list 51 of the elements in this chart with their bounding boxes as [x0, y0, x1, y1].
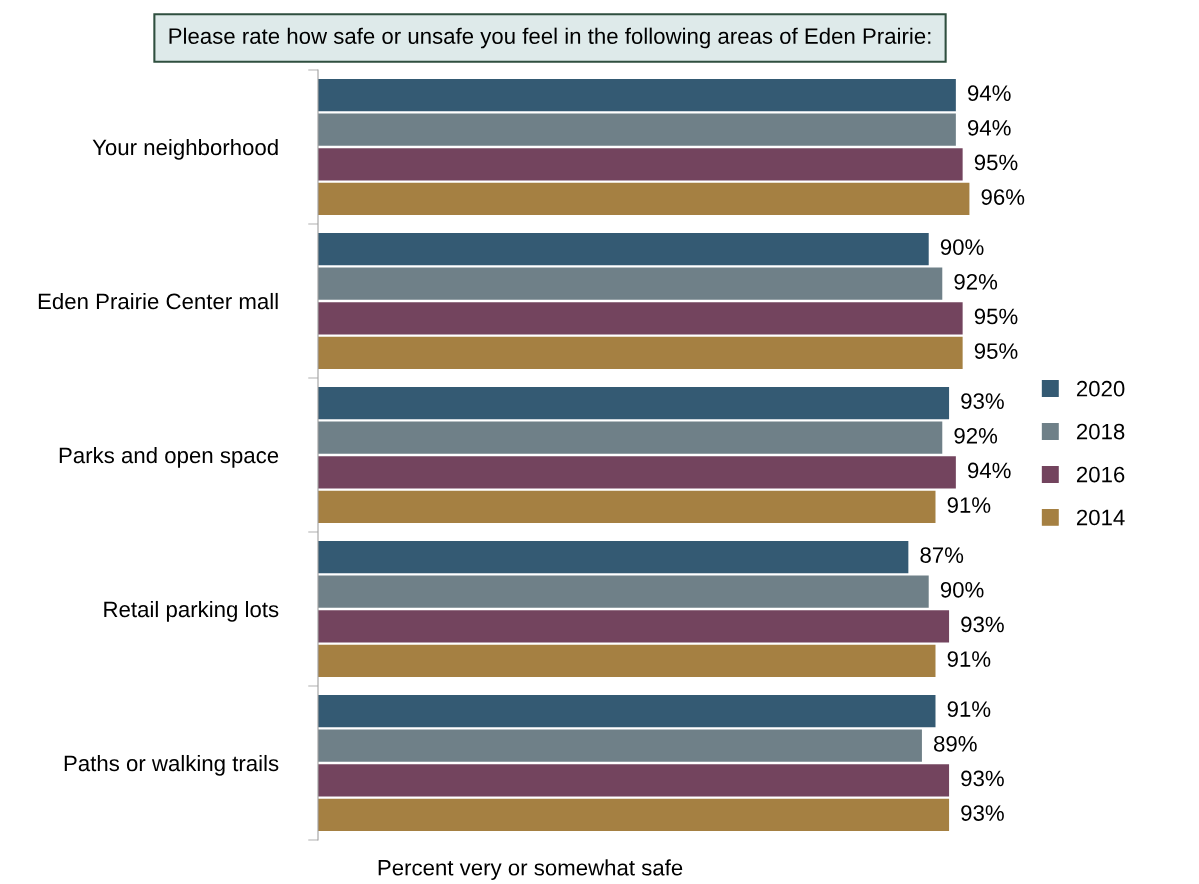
- data-label: 93%: [961, 805, 1004, 821]
- chart-title: Please rate how safe or unsafe you feel in the following areas of Eden Prairie:: [169, 27, 931, 49]
- bar: [318, 540, 909, 574]
- data-label: 92%: [954, 427, 998, 444]
- bar: [318, 232, 929, 266]
- data-label: 90%: [940, 239, 984, 255]
- bar: [318, 798, 950, 832]
- data-label: 87%: [920, 547, 964, 563]
- bar: [318, 148, 963, 181]
- x-axis-title: Percent very or somewhat safe: [378, 859, 683, 880]
- legend-label: 2016: [1076, 466, 1125, 483]
- data-label: 94%: [968, 119, 1011, 136]
- legend-label: 2014: [1076, 509, 1125, 526]
- data-label: 94%: [968, 85, 1011, 101]
- data-label: 91%: [947, 651, 991, 667]
- data-label: 91%: [947, 497, 991, 513]
- bar: [318, 610, 950, 643]
- bar: [318, 302, 963, 335]
- bar: [318, 421, 943, 454]
- legend-label: 2020: [1076, 380, 1125, 397]
- data-label: 95%: [974, 343, 1018, 359]
- data-label: 92%: [954, 273, 998, 290]
- bar: [318, 267, 943, 300]
- bar: [318, 456, 956, 489]
- bar: [318, 694, 936, 728]
- bar: [318, 764, 950, 797]
- data-label: 95%: [974, 154, 1018, 171]
- data-label: 96%: [981, 189, 1025, 205]
- bar: [318, 729, 922, 762]
- y-tick-label: Your neighborhood: [92, 138, 278, 160]
- bar: [318, 490, 936, 524]
- data-label: 93%: [961, 616, 1004, 633]
- data-label: 93%: [961, 770, 1004, 787]
- bar: [318, 386, 950, 420]
- y-tick-label: Eden Prairie Center mall: [38, 292, 278, 310]
- data-label: 89%: [934, 735, 977, 752]
- bar: [318, 182, 970, 216]
- y-tick-label: Paths or walking trails: [64, 754, 279, 776]
- bar: [318, 113, 956, 146]
- bar: [318, 644, 936, 678]
- bar: [318, 575, 929, 608]
- legend-label: 2018: [1076, 423, 1125, 440]
- data-label: 95%: [974, 308, 1018, 325]
- y-tick-label: Retail parking lots: [104, 600, 279, 622]
- data-label: 91%: [947, 701, 991, 717]
- data-label: 94%: [968, 462, 1011, 479]
- data-label: 93%: [961, 393, 1004, 409]
- bar: [318, 336, 963, 370]
- y-tick-label: Parks and open space: [59, 446, 279, 468]
- data-label: 90%: [940, 581, 984, 598]
- bar: [318, 78, 956, 112]
